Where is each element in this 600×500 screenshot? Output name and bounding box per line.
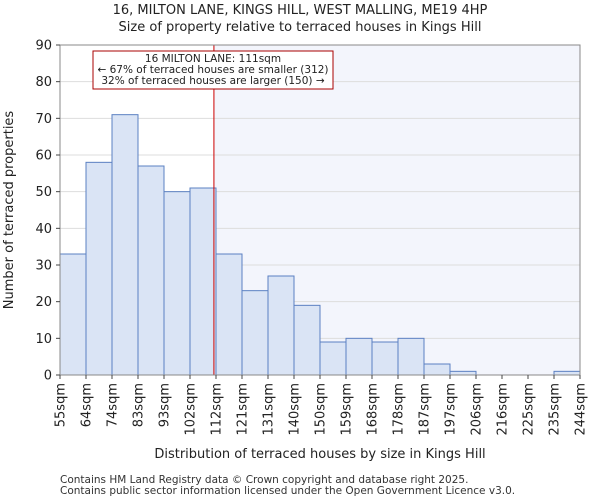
x-tick-label: 225sqm xyxy=(522,383,537,436)
bar-178sqm xyxy=(397,337,425,376)
y-tick-label: 40 xyxy=(35,222,52,237)
bar-74sqm xyxy=(111,114,139,376)
x-tick-label: 168sqm xyxy=(366,383,381,436)
annotation-line-2: ← 67% of terraced houses are smaller (31… xyxy=(97,64,328,76)
x-tick-label: 140sqm xyxy=(288,383,303,436)
y-tick-label: 20 xyxy=(35,295,52,310)
footer-copyright: Contains HM Land Registry data © Crown c… xyxy=(60,474,469,486)
bar-102sqm xyxy=(189,187,217,376)
bar-121sqm xyxy=(241,290,269,376)
annotation-line-3: 32% of terraced houses are larger (150) … xyxy=(101,75,324,87)
x-tick-label: 93sqm xyxy=(158,383,173,427)
y-tick-label: 80 xyxy=(35,75,52,90)
annotation-box: 16 MILTON LANE: 111sqm ← 67% of terraced… xyxy=(92,50,334,90)
x-tick-label: 131sqm xyxy=(262,383,277,436)
x-tick-label: 74sqm xyxy=(106,383,121,427)
x-tick-label: 159sqm xyxy=(340,383,355,436)
x-tick-label: 83sqm xyxy=(132,383,147,427)
bar-83sqm xyxy=(137,165,165,376)
bar-112sqm xyxy=(215,253,243,376)
x-tick-label: 121sqm xyxy=(236,383,251,436)
bar-197sqm xyxy=(449,370,477,376)
y-tick-label: 90 xyxy=(35,39,52,54)
bar-55sqm xyxy=(59,253,87,376)
x-tick-label: 235sqm xyxy=(548,383,563,436)
x-tick-label: 216sqm xyxy=(496,383,511,436)
y-tick-label: 60 xyxy=(35,149,52,164)
x-tick-label: 64sqm xyxy=(80,383,95,427)
x-axis-ticks: 55sqm 64sqm 74sqm 83sqm 93sqm 102sqm 112sqm 121… xyxy=(54,375,589,436)
bar-140sqm xyxy=(293,304,321,376)
chart-title: 16, MILTON LANE, KINGS HILL, WEST MALLIN… xyxy=(112,3,488,18)
x-tick-label: 102sqm xyxy=(184,383,199,436)
y-tick-label: 0 xyxy=(44,369,52,384)
annotation-line-1: 16 MILTON LANE: 111sqm xyxy=(145,53,281,65)
bar-159sqm xyxy=(345,337,373,376)
annotation-frame xyxy=(92,50,334,90)
bar-168sqm xyxy=(371,341,399,376)
bar-93sqm xyxy=(163,191,191,376)
x-tick-label: 206sqm xyxy=(470,383,485,436)
y-tick-label: 50 xyxy=(35,185,52,200)
footer-licence: Contains public sector information licen… xyxy=(60,485,516,497)
bar-187sqm xyxy=(423,363,451,376)
x-tick-label: 244sqm xyxy=(574,383,589,436)
y-axis-label: Number of terraced properties xyxy=(2,111,17,310)
x-axis-label: Distribution of terraced houses by size … xyxy=(154,447,485,462)
y-tick-label: 70 xyxy=(35,112,52,127)
y-tick-label: 30 xyxy=(35,259,52,274)
chart-subtitle: Size of property relative to terraced ho… xyxy=(118,20,482,35)
bars xyxy=(59,114,581,376)
y-axis-ticks: 0 10 20 30 40 50 60 70 80 90 xyxy=(35,39,60,384)
bar-150sqm xyxy=(319,341,347,376)
x-tick-label: 55sqm xyxy=(54,383,69,427)
x-tick-label: 112sqm xyxy=(210,383,225,436)
y-tick-label: 10 xyxy=(35,332,52,347)
x-tick-label: 178sqm xyxy=(392,383,407,436)
bar-64sqm xyxy=(85,161,113,376)
x-tick-label: 150sqm xyxy=(314,383,329,436)
bar-131sqm xyxy=(267,275,295,376)
bar-235sqm xyxy=(553,370,581,376)
x-tick-label: 197sqm xyxy=(444,383,459,436)
x-tick-label: 187sqm xyxy=(418,383,433,436)
